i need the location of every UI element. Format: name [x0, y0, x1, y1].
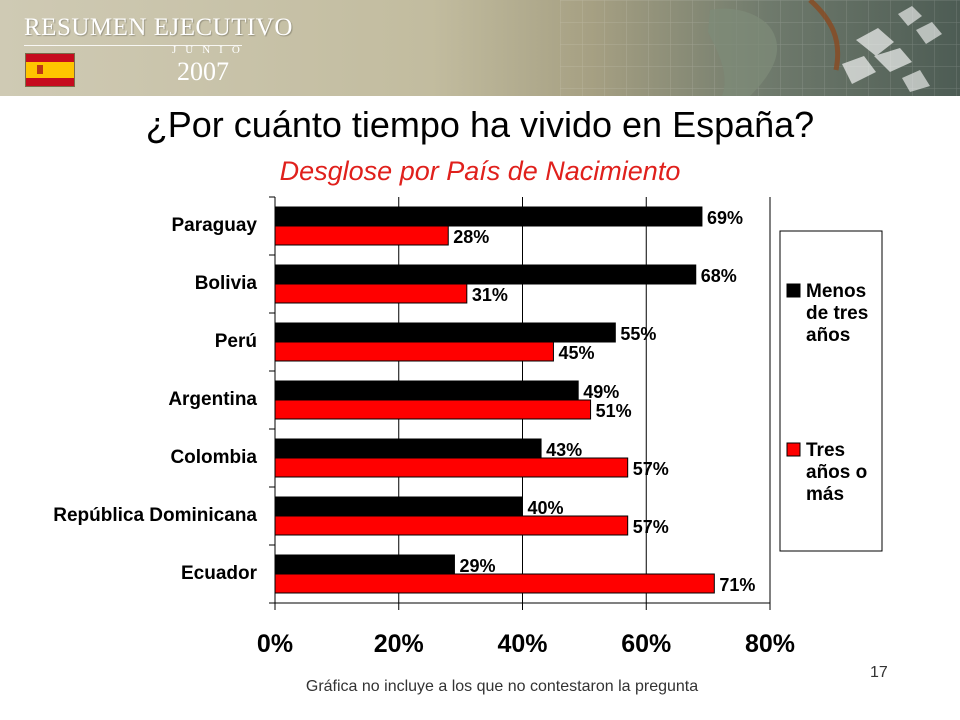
world-map-graphic — [560, 0, 960, 96]
bar — [274, 399, 592, 420]
spain-flag-icon — [25, 53, 75, 87]
bar — [274, 206, 703, 227]
bar — [274, 341, 554, 362]
data-label: 71% — [719, 575, 755, 595]
category-label: Argentina — [168, 389, 257, 410]
x-tick-label: 60% — [621, 630, 671, 658]
bar — [274, 496, 523, 517]
data-label: 49% — [583, 382, 619, 402]
x-tick-label: 80% — [745, 630, 795, 658]
data-label: 57% — [633, 459, 669, 479]
bar — [274, 515, 629, 536]
data-label: 51% — [596, 401, 632, 421]
footnote: Gráfica no incluye a los que no contesta… — [305, 678, 699, 695]
category-label: Paraguay — [171, 215, 257, 236]
bar — [274, 322, 616, 343]
brand-year: 2007 — [177, 57, 229, 86]
legend-label: años o — [806, 462, 867, 483]
legend-label: Menos — [806, 281, 866, 302]
data-label: 31% — [472, 285, 508, 305]
bar — [274, 573, 715, 594]
category-label: Bolivia — [195, 273, 258, 294]
bar — [274, 380, 579, 401]
legend-label: de tres — [806, 303, 868, 324]
slide-title: ¿Por cuánto tiempo ha vivido en España? — [145, 104, 815, 145]
bar — [274, 283, 468, 304]
legend-label: años — [806, 325, 850, 346]
brand-title: RESUMEN EJECUTIVO — [24, 14, 293, 41]
legend-swatch — [786, 442, 801, 457]
x-tick-label: 20% — [374, 630, 424, 658]
data-label: 57% — [633, 517, 669, 537]
bar — [274, 457, 629, 478]
category-label: Ecuador — [181, 563, 258, 584]
data-label: 40% — [528, 498, 564, 518]
bar — [274, 225, 449, 246]
header-banner: RESUMEN EJECUTIVO JUNIO 2007 — [0, 0, 960, 96]
legend-swatch — [786, 283, 801, 298]
data-label: 45% — [558, 343, 594, 363]
data-label: 55% — [620, 324, 656, 344]
category-label: República Dominicana — [53, 505, 257, 526]
page-number: 17 — [870, 664, 888, 681]
brand-month: JUNIO — [172, 44, 249, 56]
bar — [274, 264, 697, 285]
category-label: Colombia — [170, 447, 257, 468]
bar — [274, 554, 455, 575]
slide-subtitle: Desglose por País de Nacimiento — [279, 156, 681, 186]
category-label: Perú — [215, 331, 257, 352]
data-label: 43% — [546, 440, 582, 460]
data-label: 29% — [459, 556, 495, 576]
bar — [274, 438, 542, 459]
data-label: 69% — [707, 208, 743, 228]
data-label: 68% — [701, 266, 737, 286]
x-tick-label: 0% — [257, 630, 293, 658]
data-label: 28% — [453, 227, 489, 247]
legend-label: más — [806, 484, 844, 505]
brand-divider — [24, 45, 242, 46]
legend-label: Tres — [806, 440, 845, 461]
x-tick-label: 40% — [497, 630, 547, 658]
